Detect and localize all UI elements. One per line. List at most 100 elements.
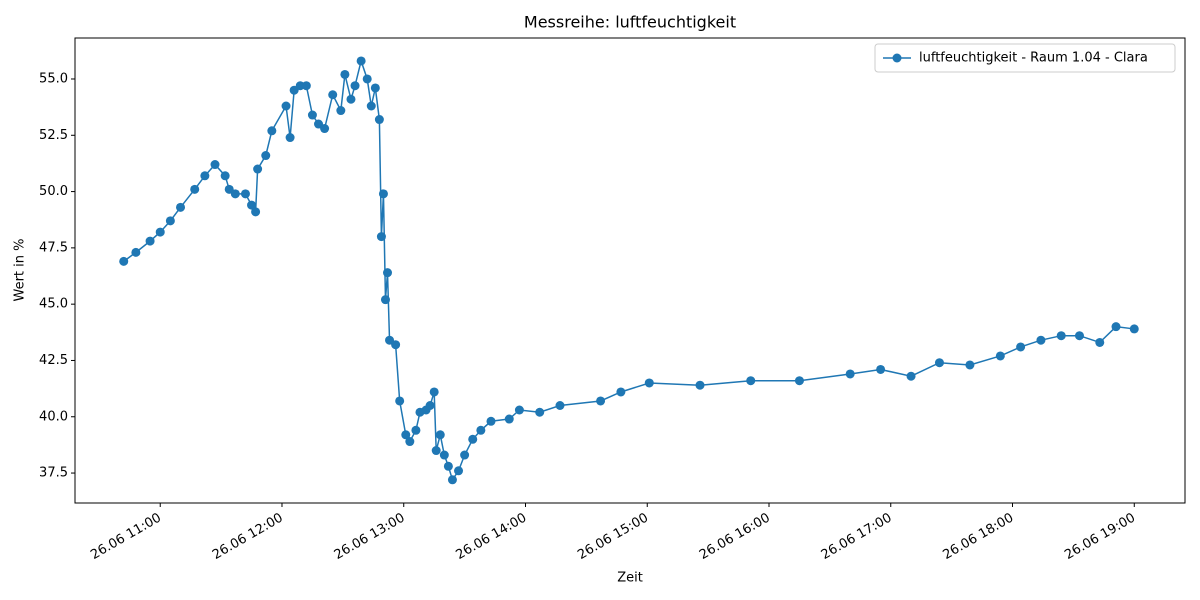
data-point xyxy=(1016,342,1026,352)
x-tick-label: 26.06 12:00 xyxy=(210,511,286,563)
x-tick-label: 26.06 11:00 xyxy=(88,511,164,563)
legend-label: luftfeuchtigkeit - Raum 1.04 - Clara xyxy=(919,51,1148,66)
data-point xyxy=(176,202,186,212)
plot-frame xyxy=(74,37,1186,504)
data-point xyxy=(460,450,470,460)
data-point xyxy=(616,387,626,397)
data-point xyxy=(845,369,855,379)
data-point xyxy=(267,126,277,136)
data-point xyxy=(439,450,449,460)
y-tick-label: 42.5 xyxy=(39,353,68,368)
data-point xyxy=(695,380,705,390)
data-point xyxy=(395,396,405,406)
data-point xyxy=(876,364,886,374)
data-point xyxy=(1095,337,1105,347)
data-point xyxy=(1056,331,1066,341)
data-point xyxy=(251,207,261,217)
data-point xyxy=(285,133,295,143)
x-tick-label: 26.06 13:00 xyxy=(332,511,408,563)
data-point xyxy=(1074,331,1084,341)
data-point xyxy=(535,407,545,417)
y-tick-label: 45.0 xyxy=(39,297,68,312)
data-point xyxy=(362,74,372,84)
data-point xyxy=(230,189,240,199)
data-point xyxy=(934,358,944,368)
data-point xyxy=(307,110,317,120)
data-point xyxy=(429,387,439,397)
data-line xyxy=(123,58,1135,482)
data-point xyxy=(370,83,380,93)
y-tick-label: 52.5 xyxy=(39,128,68,143)
x-tick-label: 26.06 19:00 xyxy=(1062,511,1138,563)
data-point xyxy=(411,425,421,435)
y-tick-label: 47.5 xyxy=(39,240,68,255)
data-point xyxy=(644,378,654,388)
legend-marker xyxy=(892,53,902,63)
data-point xyxy=(1036,335,1046,345)
data-point xyxy=(468,434,478,444)
x-tick-label: 26.06 15:00 xyxy=(575,511,651,563)
data-point xyxy=(476,425,486,435)
data-point xyxy=(486,416,496,426)
data-point xyxy=(320,124,330,134)
data-point xyxy=(376,232,386,242)
data-point xyxy=(443,461,453,471)
data-point xyxy=(746,376,756,386)
data-point xyxy=(247,200,257,210)
y-tick-label: 50.0 xyxy=(39,184,68,199)
data-point xyxy=(596,396,606,406)
data-point xyxy=(425,400,435,410)
data-point xyxy=(155,227,165,237)
data-point xyxy=(431,446,441,456)
y-axis-label: Wert in % xyxy=(13,238,28,301)
data-point xyxy=(210,160,220,170)
data-point xyxy=(514,405,524,415)
data-point xyxy=(1111,322,1121,332)
data-point xyxy=(301,81,311,91)
x-tick-label: 26.06 18:00 xyxy=(941,511,1017,563)
data-point xyxy=(504,414,514,424)
data-point xyxy=(240,189,250,199)
data-point xyxy=(131,247,141,257)
data-point xyxy=(454,466,464,476)
legend-box xyxy=(874,43,1176,73)
data-point xyxy=(119,256,129,266)
data-point xyxy=(281,101,291,111)
data-point xyxy=(253,164,263,174)
data-point xyxy=(1129,324,1139,334)
data-point xyxy=(328,90,338,100)
x-tick-label: 26.06 14:00 xyxy=(453,511,529,563)
data-point xyxy=(346,94,356,104)
data-point xyxy=(435,430,445,440)
data-point xyxy=(378,189,388,199)
data-point xyxy=(350,81,360,91)
data-point xyxy=(340,69,350,79)
y-tick-label: 55.0 xyxy=(39,71,68,86)
data-point xyxy=(555,400,565,410)
data-point xyxy=(374,115,384,125)
data-point xyxy=(906,371,916,381)
data-point xyxy=(380,295,390,305)
data-point xyxy=(447,475,457,485)
data-point xyxy=(261,151,271,161)
data-point xyxy=(220,171,230,181)
x-tick-label: 26.06 17:00 xyxy=(819,511,895,563)
data-point xyxy=(356,56,366,66)
data-point xyxy=(995,351,1005,361)
data-point xyxy=(405,437,415,447)
data-point xyxy=(190,184,200,194)
data-point xyxy=(366,101,376,111)
chart-title: Messreihe: luftfeuchtigkeit xyxy=(524,13,736,32)
data-point xyxy=(336,106,346,116)
y-tick-label: 37.5 xyxy=(39,466,68,481)
data-point xyxy=(383,268,393,278)
data-point xyxy=(391,340,401,350)
data-point xyxy=(794,376,804,386)
data-point xyxy=(965,360,975,370)
data-point xyxy=(145,236,155,246)
x-axis-label: Zeit xyxy=(617,571,643,586)
y-tick-label: 40.0 xyxy=(39,409,68,424)
data-point xyxy=(401,430,411,440)
data-point xyxy=(200,171,210,181)
